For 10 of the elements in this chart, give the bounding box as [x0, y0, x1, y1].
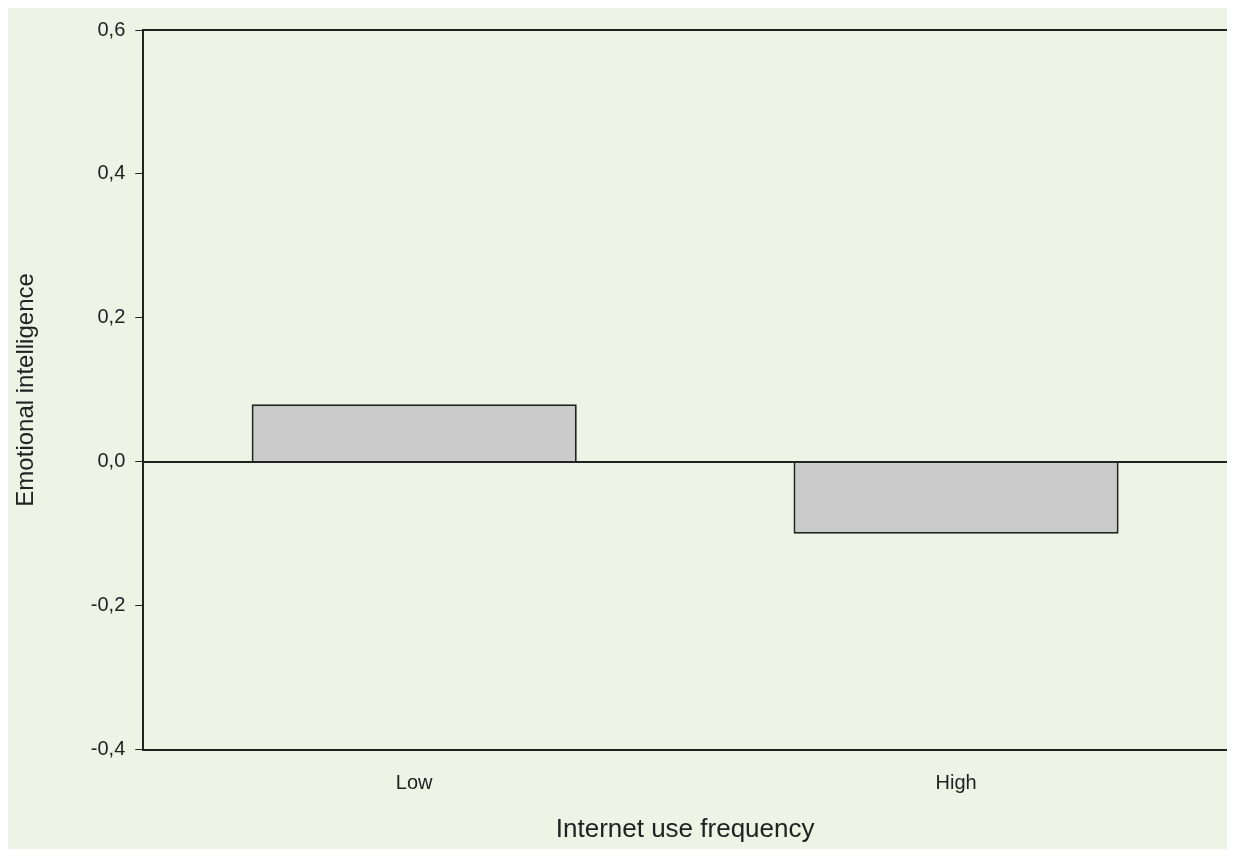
x-axis-title: Internet use frequency — [555, 812, 815, 843]
y-tick-label: 0,2 — [97, 305, 126, 328]
y-tick-label: -0,4 — [90, 737, 126, 760]
y-tick-label: -0,2 — [90, 593, 126, 616]
y-axis-title: Emotional intelligence — [11, 273, 39, 507]
y-tick-label: 0,0 — [97, 449, 126, 472]
x-tick-label: High — [935, 771, 977, 794]
y-tick-label: 0,6 — [97, 17, 126, 40]
x-tick-label: Low — [395, 771, 434, 794]
y-tick-label: 0,4 — [97, 161, 126, 184]
